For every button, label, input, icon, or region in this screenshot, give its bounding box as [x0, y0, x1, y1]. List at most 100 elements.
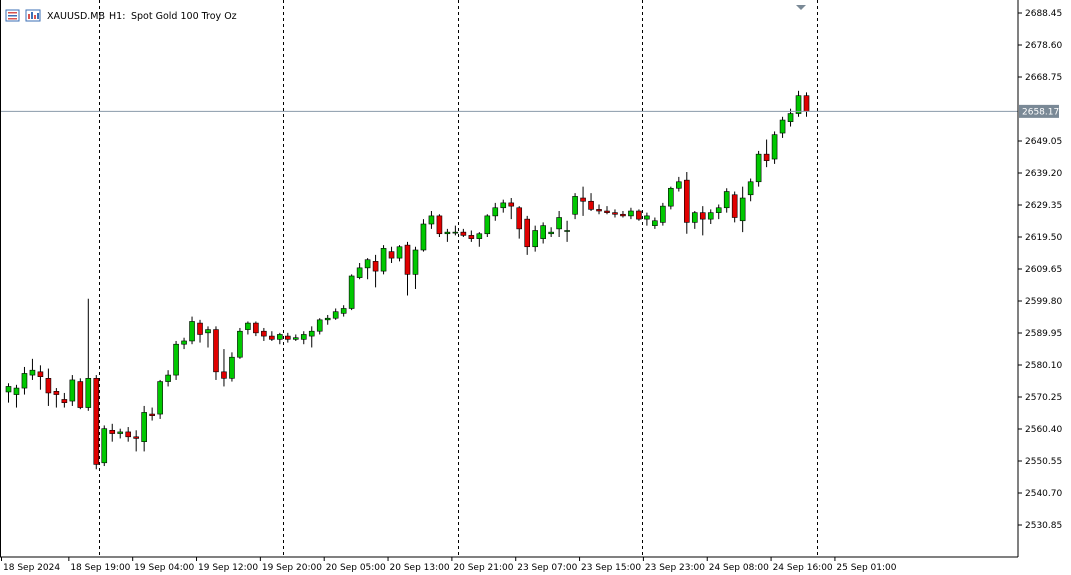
bear-candle	[731, 194, 738, 218]
price-tick-label: 2599.80	[1025, 297, 1062, 307]
bull-candle	[157, 381, 163, 415]
bull-candle	[205, 329, 211, 334]
bear-candle	[77, 381, 84, 408]
bull-candle	[181, 340, 187, 345]
bull-candle	[739, 197, 746, 222]
candle-layer	[5, 90, 810, 470]
bear-candle	[269, 335, 275, 340]
current-price-label: 2658.17	[1022, 107, 1059, 117]
price-tick-label: 2678.60	[1025, 41, 1062, 51]
bull-candle	[348, 275, 355, 309]
bear-candle	[253, 322, 259, 334]
bull-candle	[452, 231, 459, 234]
bull-candle	[691, 212, 698, 223]
bull-candle	[13, 387, 20, 395]
bull-candle	[540, 225, 546, 239]
bull-candle	[707, 212, 714, 220]
time-tick-label: 18 Sep 2024	[3, 563, 60, 573]
time-tick-label: 25 Sep 01:00	[836, 563, 896, 573]
bull-candle	[668, 187, 674, 207]
bull-candle	[420, 223, 427, 251]
chart-window-icon[interactable]	[25, 9, 41, 22]
bull-candle	[652, 220, 658, 226]
price-tick-label: 2540.70	[1025, 489, 1062, 499]
time-tick-label: 24 Sep 16:00	[773, 563, 833, 573]
bull-candle	[755, 153, 762, 183]
price-tick-label: 2639.20	[1025, 169, 1062, 179]
time-tick-label: 20 Sep 21:00	[453, 563, 513, 573]
bull-candle	[69, 379, 76, 402]
bull-candle	[189, 321, 195, 342]
bear-candle	[404, 244, 411, 275]
bear-candle	[699, 212, 706, 220]
price-tick-label: 2550.55	[1025, 457, 1062, 467]
bull-candle	[396, 246, 403, 259]
bull-candle	[141, 412, 147, 442]
bear-candle	[508, 202, 515, 207]
bull-candle	[564, 230, 570, 232]
bull-candle	[332, 311, 339, 319]
bear-candle	[588, 200, 594, 210]
bull-candle	[548, 231, 554, 235]
bull-candle	[229, 356, 235, 379]
symbol-label: XAUUSD.MB	[47, 11, 105, 22]
chart-header: XAUUSD.MB H1: Spot Gold 100 Troy Oz	[5, 9, 237, 22]
bull-candle	[356, 267, 363, 278]
bull-candle	[237, 330, 243, 358]
bear-candle	[436, 215, 443, 235]
bull-candle	[500, 202, 507, 209]
bear-candle	[109, 429, 116, 434]
bull-candle	[316, 319, 323, 332]
bull-candle	[644, 215, 650, 220]
price-tick-label: 2649.05	[1025, 137, 1062, 147]
bear-candle	[93, 378, 100, 465]
bull-candle	[173, 343, 179, 376]
bull-candle	[715, 207, 722, 213]
chart-shift-marker-icon[interactable]	[796, 5, 806, 10]
bear-candle	[763, 153, 770, 161]
time-tick-label: 23 Sep 15:00	[581, 563, 641, 573]
bear-candle	[149, 413, 155, 416]
bull-candle	[21, 373, 28, 389]
bull-candle	[308, 330, 315, 337]
bear-candle	[388, 251, 395, 259]
time-tick-label: 19 Sep 20:00	[262, 563, 322, 573]
bull-candle	[300, 334, 307, 340]
bull-candle	[747, 181, 754, 196]
current-price-tag: 2658.17	[1019, 104, 1059, 118]
price-tick-label: 2668.75	[1025, 73, 1062, 83]
time-tick-label: 20 Sep 13:00	[390, 563, 450, 573]
grid-layer	[99, 0, 818, 557]
price-tick-label: 2629.35	[1025, 201, 1062, 211]
bear-candle	[516, 207, 523, 230]
bear-candle	[261, 330, 267, 337]
bear-candle	[53, 391, 60, 395]
bear-candle	[125, 431, 131, 438]
time-tick-label: 19 Sep 12:00	[198, 563, 258, 573]
bull-candle	[795, 95, 802, 114]
bull-candle	[117, 431, 124, 434]
bear-candle	[284, 335, 291, 340]
bull-candle	[380, 248, 387, 272]
bull-candle	[428, 215, 435, 225]
bull-candle	[572, 196, 578, 215]
bull-candle	[787, 113, 794, 122]
bull-candle	[412, 249, 419, 275]
price-tick-label: 2530.85	[1025, 521, 1062, 531]
bear-candle	[372, 261, 379, 272]
price-tick-label: 2570.25	[1025, 393, 1062, 403]
bear-candle	[803, 95, 810, 112]
bull-candle	[723, 191, 730, 209]
bull-candle	[492, 207, 499, 217]
bull-candle	[556, 217, 562, 230]
bear-candle	[45, 378, 52, 394]
bull-candle	[277, 334, 283, 340]
price-tick-label: 2560.40	[1025, 425, 1062, 435]
list-icon[interactable]	[5, 9, 20, 22]
bear-candle	[620, 213, 626, 217]
bear-candle	[596, 209, 602, 212]
bear-candle	[460, 231, 467, 236]
bull-candle	[476, 233, 483, 239]
